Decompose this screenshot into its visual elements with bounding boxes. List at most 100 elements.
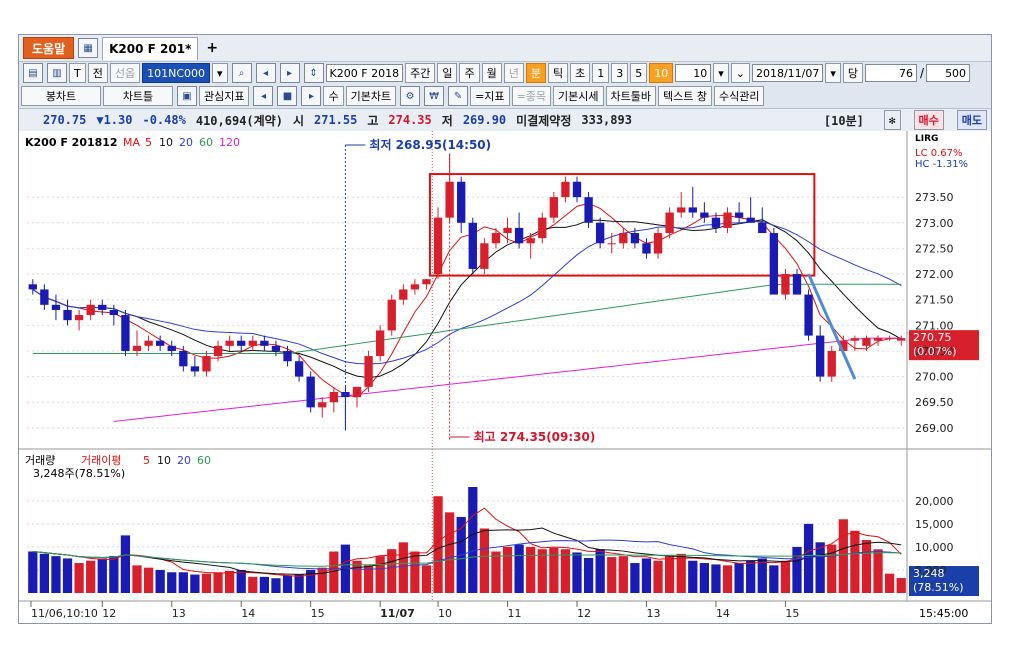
volume-bar bbox=[676, 553, 686, 593]
volume-bar bbox=[445, 512, 455, 593]
candle-body bbox=[190, 366, 200, 372]
period-button-3[interactable]: 년 bbox=[503, 63, 524, 83]
volume-bar bbox=[97, 558, 107, 593]
interval-select[interactable]: 10 bbox=[675, 64, 712, 82]
add-tab-button[interactable]: + bbox=[206, 40, 219, 56]
expand-dropdown[interactable]: ⌄ bbox=[730, 63, 750, 83]
interval-dropdown[interactable]: ▾ bbox=[713, 63, 729, 83]
help-button[interactable]: 도움말 bbox=[23, 37, 75, 59]
buy-button[interactable]: 매수 bbox=[913, 110, 944, 130]
su-button[interactable]: 수 bbox=[323, 86, 344, 106]
volume-bar bbox=[746, 560, 756, 593]
date-dropdown[interactable]: ▾ bbox=[825, 63, 841, 83]
tab-k200[interactable]: K200 F 201* bbox=[102, 36, 199, 60]
x-axis-label: 12 bbox=[102, 607, 116, 620]
volume-bar bbox=[699, 563, 709, 593]
prev-code-icon[interactable]: ◂ bbox=[255, 63, 276, 83]
volume-avg-5: 5 bbox=[143, 454, 150, 467]
candle-body bbox=[132, 345, 142, 351]
text-window-button[interactable]: 텍스트 창 bbox=[658, 86, 712, 106]
search-icon[interactable]: ⌕ bbox=[231, 63, 252, 83]
x-axis-label: 13 bbox=[172, 607, 186, 620]
candle-body bbox=[723, 212, 732, 228]
candle-body bbox=[433, 217, 443, 275]
won-icon[interactable]: ₩ bbox=[424, 86, 445, 106]
candle-body bbox=[260, 340, 269, 346]
period-button-4[interactable]: 분 bbox=[525, 63, 546, 83]
interval-button-3[interactable]: 3 bbox=[611, 63, 629, 83]
x-axis-label: 10 bbox=[438, 607, 452, 620]
volume-bar bbox=[595, 549, 605, 593]
period-button-1[interactable]: 주 bbox=[459, 63, 480, 83]
chart-frame-button[interactable]: 차트틀 bbox=[103, 86, 173, 106]
candle-body bbox=[387, 299, 396, 331]
date-select[interactable]: 2018/11/07 bbox=[751, 64, 824, 82]
candle-body bbox=[213, 345, 223, 357]
chart-svg[interactable]: K200 F 201812 MA 5 10 20 60 120 LIRG LC … bbox=[19, 131, 991, 623]
period-button-2[interactable]: 월 bbox=[481, 63, 502, 83]
dang-button[interactable]: 당 bbox=[842, 63, 864, 83]
basic-quote-button[interactable]: 기본시세 bbox=[553, 86, 604, 106]
vol-ma20-line bbox=[32, 539, 902, 570]
vol-ma10-line bbox=[32, 527, 902, 575]
candle-body bbox=[700, 212, 709, 218]
code-input[interactable]: 101NC000 bbox=[142, 63, 211, 83]
total-input[interactable]: 500 bbox=[926, 64, 971, 82]
right-arrow-icon[interactable]: ▸ bbox=[301, 86, 322, 106]
settings-icon[interactable]: ✻ bbox=[883, 110, 901, 130]
indicator-button[interactable]: =지표 bbox=[470, 86, 510, 106]
code-dropdown[interactable]: ▾ bbox=[212, 63, 228, 83]
t-button[interactable]: T bbox=[69, 63, 86, 83]
candle-body bbox=[584, 197, 593, 223]
candles-layer bbox=[28, 153, 906, 431]
sell-button[interactable]: 매도 bbox=[956, 110, 987, 130]
symbol-button[interactable]: =종목 bbox=[511, 86, 552, 106]
seon-button[interactable]: 선옵 bbox=[109, 63, 141, 83]
count-input[interactable]: 76 bbox=[865, 64, 918, 82]
chart-area[interactable]: K200 F 201812 MA 5 10 20 60 120 LIRG LC … bbox=[19, 131, 991, 623]
jeon-button[interactable]: 전 bbox=[87, 63, 108, 83]
candle-body bbox=[873, 338, 883, 341]
interval-button-10[interactable]: 10 bbox=[649, 63, 674, 83]
price-tick-label: 272.00 bbox=[915, 268, 954, 281]
interval-button-5[interactable]: 5 bbox=[630, 63, 648, 83]
volume-bar bbox=[294, 574, 304, 593]
candle-body bbox=[318, 402, 327, 408]
period-button-6[interactable]: 초 bbox=[570, 63, 591, 83]
watch-indicator-button[interactable]: 관심지표 bbox=[199, 86, 250, 106]
candle-body bbox=[839, 340, 848, 351]
volume-bar bbox=[630, 563, 640, 593]
layout-icon[interactable]: ▤ bbox=[23, 63, 43, 83]
candle-chart-button[interactable]: 봉차트 bbox=[21, 86, 101, 106]
period-button-0[interactable]: 일 bbox=[437, 63, 458, 83]
volume-tick-label: 15,000 bbox=[915, 518, 954, 531]
volume-bar bbox=[526, 546, 536, 593]
chart-icon[interactable]: ▦ bbox=[78, 38, 99, 58]
weekly-button[interactable]: 주간 bbox=[405, 63, 436, 83]
basic-chart-button[interactable]: 기본차트 bbox=[345, 86, 397, 106]
candle-body bbox=[653, 233, 663, 254]
period-button-5[interactable]: 틱 bbox=[547, 63, 569, 83]
next-code-icon[interactable]: ▸ bbox=[279, 63, 300, 83]
stepper-icon[interactable]: ⇕ bbox=[303, 63, 324, 83]
current-volume-label: 3,248 bbox=[913, 567, 945, 580]
tool-icon[interactable]: ✎ bbox=[448, 86, 469, 106]
volume-bar bbox=[815, 542, 825, 593]
volume-bar bbox=[259, 576, 269, 593]
volume-bar bbox=[560, 549, 571, 593]
candle-body bbox=[781, 274, 790, 295]
volume-bar bbox=[734, 563, 744, 593]
open-label: 시 bbox=[292, 113, 304, 128]
save-icon[interactable]: ▣ bbox=[177, 86, 197, 106]
left-arrow-icon[interactable]: ◂ bbox=[253, 86, 274, 106]
pause-icon[interactable]: ■ bbox=[277, 86, 298, 106]
chart-toolbar-button[interactable]: 차트툴바 bbox=[605, 86, 656, 106]
interval-button-1[interactable]: 1 bbox=[592, 63, 610, 83]
table-icon[interactable]: ▥ bbox=[47, 63, 67, 83]
volume-bar bbox=[329, 551, 339, 593]
candle-body bbox=[86, 304, 95, 316]
count-separator: / bbox=[920, 66, 925, 80]
formula-manager-button[interactable]: 수식관리 bbox=[713, 86, 765, 106]
gauge-icon[interactable]: ⚙ bbox=[400, 86, 421, 106]
quote-bar: 270.75 ▼1.30 -0.48% 410,694(계약) 시 271.55… bbox=[19, 108, 991, 132]
